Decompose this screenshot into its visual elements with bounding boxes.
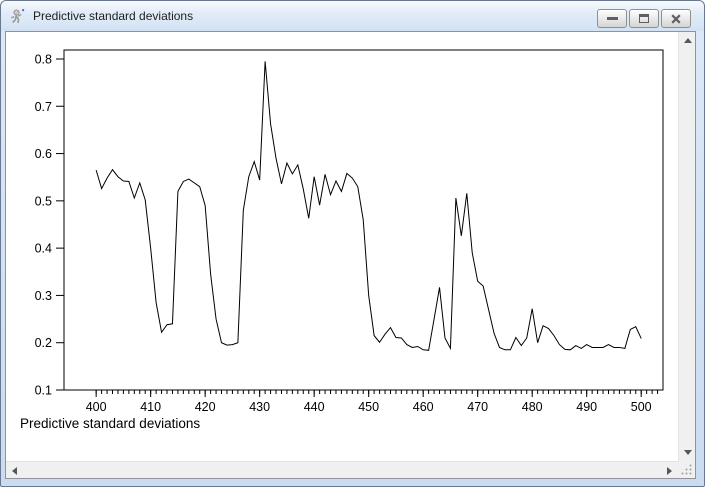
x-tick-label: 430 — [249, 400, 270, 414]
y-tick-label: 0.8 — [35, 52, 52, 66]
x-tick-label: 450 — [358, 400, 379, 414]
scroll-up-button[interactable] — [679, 32, 696, 49]
x-tick-label: 490 — [576, 400, 597, 414]
chart-footer-label: Predictive standard deviations — [20, 416, 200, 431]
y-tick-label: 0.7 — [35, 100, 52, 114]
restore-icon — [639, 14, 649, 23]
window-title: Predictive standard deviations — [33, 9, 194, 23]
resize-grip[interactable] — [678, 461, 695, 478]
x-tick-label: 480 — [522, 400, 543, 414]
minimize-icon — [606, 17, 618, 20]
chart: 0.1 0.2 0.3 0.4 0.5 0.6 0.7 0.8 400 410 420 430 440 4… — [20, 49, 664, 431]
scroll-right-button[interactable] — [661, 462, 678, 479]
x-tick-label: 440 — [304, 400, 325, 414]
horizontal-scrollbar[interactable] — [6, 461, 678, 478]
resize-grip-icon — [681, 464, 692, 475]
y-tick-label: 0.6 — [35, 147, 52, 161]
scroll-down-button[interactable] — [679, 444, 696, 461]
x-tick-label: 420 — [195, 400, 216, 414]
x-tick-label: 500 — [631, 400, 652, 414]
y-tick-label: 0.1 — [35, 384, 52, 398]
y-tick-label: 0.4 — [35, 242, 52, 256]
chart-canvas: 0.1 0.2 0.3 0.4 0.5 0.6 0.7 0.8 400 410 420 430 440 4… — [6, 32, 678, 461]
scroll-left-button[interactable] — [6, 462, 23, 479]
y-tick-label: 0.3 — [35, 289, 52, 303]
scroll-left-icon — [12, 466, 17, 475]
title-bar[interactable]: Predictive standard deviations — [1, 1, 704, 31]
scroll-up-icon — [683, 38, 692, 43]
minimize-button[interactable] — [597, 9, 627, 28]
x-tick-label: 400 — [86, 400, 107, 414]
close-button[interactable] — [661, 9, 691, 28]
scroll-right-icon — [667, 466, 672, 475]
y-tick-label: 0.5 — [35, 194, 52, 208]
data-line — [95, 61, 642, 351]
y-tick-label: 0.2 — [35, 336, 52, 350]
app-icon — [10, 9, 25, 24]
close-icon — [671, 13, 681, 24]
x-tick-label: 460 — [413, 400, 434, 414]
restore-button[interactable] — [629, 9, 659, 28]
window-controls — [597, 9, 691, 28]
x-tick-label: 410 — [140, 400, 161, 414]
x-tick-label: 470 — [467, 400, 488, 414]
content-frame: 0.1 0.2 0.3 0.4 0.5 0.6 0.7 0.8 400 410 420 430 440 4… — [5, 31, 696, 479]
scroll-down-icon — [683, 450, 692, 455]
vertical-scrollbar[interactable] — [678, 32, 695, 461]
